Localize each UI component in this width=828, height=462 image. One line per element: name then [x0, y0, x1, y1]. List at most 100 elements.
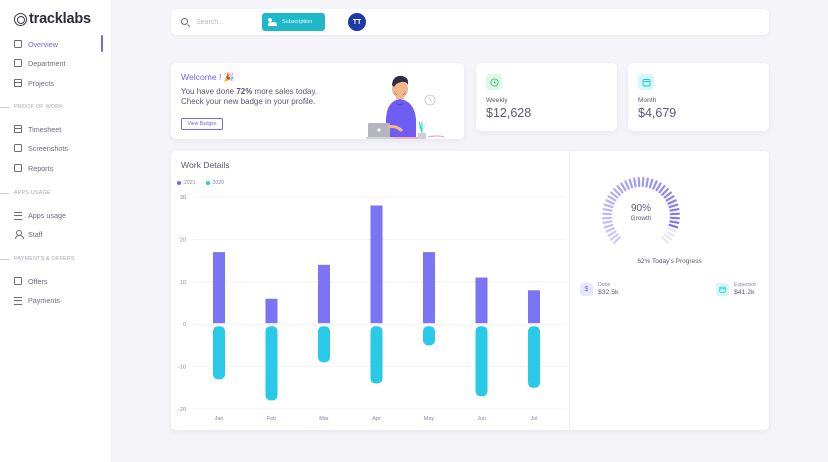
gauge-tick: [669, 208, 680, 212]
sidebar-item-projects[interactable]: Projects: [14, 77, 54, 89]
calendar-icon: [638, 74, 654, 90]
y-tick-label: 20: [180, 237, 186, 243]
gauge-tick: [655, 182, 662, 192]
apps-usage-icon: [14, 211, 22, 220]
sidebar-item-offers[interactable]: Offers: [14, 275, 47, 287]
timesheet-icon: [14, 125, 22, 133]
bar-2020: [423, 326, 435, 346]
gauge-tick: [613, 236, 621, 244]
bar-2021: [475, 277, 488, 324]
gauge-tick: [667, 199, 677, 205]
gauge-tick: [605, 199, 615, 205]
bar-2020: [370, 326, 383, 384]
sidebar-item-department[interactable]: Department: [14, 57, 66, 69]
bar-2020: [213, 326, 225, 380]
offers-icon: [14, 277, 22, 285]
search-input[interactable]: [196, 16, 256, 28]
x-tick-label: Jan: [215, 416, 224, 422]
y-tick-label: 30: [180, 195, 186, 201]
sidebar-item-apps-usage[interactable]: Apps usage: [14, 209, 66, 221]
bar-2020: [475, 326, 488, 397]
expected-summary: Expected $41.2k: [716, 282, 756, 296]
welcome-card: Welcome ! 🎉 You have done 72% more sales…: [171, 63, 464, 139]
section-divider: [0, 193, 9, 194]
legend-item-2020[interactable]: 2020: [205, 180, 225, 186]
x-tick-label: Feb: [267, 416, 276, 422]
gauge-tick: [668, 223, 679, 229]
welcome-message: You have done 72% more sales today.: [181, 87, 318, 96]
sidebar-item-payments[interactable]: Payments: [14, 294, 60, 306]
gauge-tick: [652, 180, 658, 190]
gauge-tick: [633, 177, 637, 188]
department-icon: [14, 59, 22, 67]
sidebar-item-label: Staff: [28, 229, 43, 239]
subscription-label: Subscription: [282, 19, 313, 25]
sidebar-item-label: Offers: [28, 276, 48, 286]
expected-label: Expected: [734, 282, 756, 288]
sidebar-item-reports[interactable]: Reports: [14, 162, 53, 174]
sidebar-item-label: Screenshots: [28, 143, 68, 153]
work-details-chart: 30 20 10 0 -10 -20 Jan Feb Mar Apr May Jun Jul: [178, 195, 566, 422]
legend-label: 2020: [212, 180, 225, 186]
gauge-tick: [663, 233, 673, 241]
sidebar-item-label: Overview: [28, 39, 58, 49]
bar-2020: [265, 326, 278, 401]
gauge-tick: [602, 220, 613, 224]
reports-icon: [14, 164, 22, 172]
screenshots-icon: [14, 144, 22, 152]
gauge-tick: [613, 188, 621, 196]
gauge-tick: [602, 208, 613, 212]
gauge-tick: [645, 177, 649, 188]
y-tick-label: 10: [180, 280, 186, 286]
section-label-proof-of-work: PROOF OF WORK: [14, 104, 64, 110]
done-label: Done: [598, 282, 611, 288]
growth-percent: 90%: [630, 203, 651, 214]
staff-icon: [14, 230, 24, 239]
search-icon[interactable]: [181, 18, 188, 25]
subscription-button[interactable]: Subscription: [262, 13, 325, 31]
sidebar-item-screenshots[interactable]: Screenshots: [14, 142, 68, 154]
dollar-icon: $: [580, 282, 593, 296]
gauge-tick: [616, 184, 624, 194]
sidebar-item-timesheet[interactable]: Timesheet: [14, 123, 61, 135]
weekly-label: Weekly: [486, 97, 508, 104]
gauge-tick: [603, 203, 614, 209]
section-divider: [0, 259, 9, 260]
gauge-tick: [605, 227, 615, 233]
month-label: Month: [638, 97, 657, 104]
gauge-tick: [609, 233, 619, 241]
bar-2020: [318, 326, 330, 363]
sidebar-item-staff[interactable]: Staff: [14, 228, 43, 240]
card-divider: [569, 151, 570, 430]
gauge-tick: [665, 230, 675, 237]
brand-logo[interactable]: tracklabs: [14, 11, 91, 27]
x-tick-label: Mar: [319, 416, 329, 422]
x-tick-label: Jun: [477, 416, 486, 422]
sidebar-item-label: Timesheet: [28, 124, 62, 134]
gauge-tick: [667, 227, 677, 233]
brand-name: tracklabs: [29, 11, 91, 27]
developer-illustration: [366, 75, 445, 139]
bar-2020: [528, 326, 540, 388]
bar-2021: [528, 290, 540, 324]
legend-dot: [205, 181, 210, 185]
view-badges-button[interactable]: View Badges: [181, 118, 223, 130]
payments-icon: [14, 296, 22, 305]
legend-item-2021[interactable]: 2021: [177, 180, 196, 186]
topbar: Subscription TT: [171, 9, 769, 35]
bar-2021: [423, 252, 435, 324]
logo-icon: [14, 12, 27, 26]
team-icon: [268, 18, 277, 26]
gauge-tick: [620, 182, 627, 192]
avatar[interactable]: TT: [348, 13, 366, 31]
gauge-tick: [624, 180, 630, 190]
section-label-apps-usage: APPS USAGE: [14, 190, 51, 196]
growth-gauge: [601, 177, 681, 244]
chart-legend: 2021 2020: [177, 180, 234, 186]
home-icon: [14, 40, 22, 48]
legend-label: 2021: [184, 180, 196, 186]
calendar-icon: [716, 282, 729, 296]
active-indicator: [101, 35, 103, 52]
sidebar-item-overview[interactable]: Overview: [14, 38, 58, 50]
projects-icon: [14, 79, 22, 87]
